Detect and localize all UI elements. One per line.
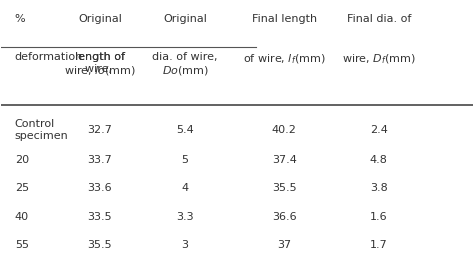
Text: 25: 25	[15, 183, 29, 193]
Text: 1.7: 1.7	[370, 240, 388, 250]
Text: 5.4: 5.4	[176, 125, 194, 135]
Text: Original: Original	[163, 14, 207, 24]
Text: 3.3: 3.3	[176, 212, 194, 222]
Text: 1.6: 1.6	[370, 212, 388, 222]
Text: 35.5: 35.5	[272, 183, 297, 193]
Text: 40.2: 40.2	[272, 125, 297, 135]
Text: of wire, $\it{l_f}$(mm): of wire, $\it{l_f}$(mm)	[243, 53, 326, 66]
Text: Original: Original	[78, 14, 122, 24]
Text: wire, $\it{D_f}$(mm): wire, $\it{D_f}$(mm)	[342, 53, 416, 66]
Text: 33.5: 33.5	[88, 212, 112, 222]
Text: 36.6: 36.6	[272, 212, 297, 222]
Text: 3.8: 3.8	[370, 183, 388, 193]
Text: 2.4: 2.4	[370, 125, 388, 135]
Text: length of
wire, $\it{lo}$(mm): length of wire, $\it{lo}$(mm)	[64, 53, 136, 77]
Text: 33.7: 33.7	[88, 155, 112, 165]
Text: dia. of wire,
$\it{Do}$(mm): dia. of wire, $\it{Do}$(mm)	[152, 53, 218, 77]
Text: 4: 4	[182, 183, 189, 193]
Text: 3: 3	[182, 240, 189, 250]
Text: 20: 20	[15, 155, 29, 165]
Text: 37: 37	[277, 240, 292, 250]
Text: Final length: Final length	[252, 14, 317, 24]
Text: 40: 40	[15, 212, 29, 222]
Text: 35.5: 35.5	[88, 240, 112, 250]
Text: 32.7: 32.7	[88, 125, 112, 135]
Text: 5: 5	[182, 155, 189, 165]
Text: length of
wire,: length of wire,	[75, 53, 125, 74]
Text: 33.6: 33.6	[88, 183, 112, 193]
Text: 37.4: 37.4	[272, 155, 297, 165]
Text: Final dia. of: Final dia. of	[346, 14, 411, 24]
Text: Control
specimen: Control specimen	[15, 119, 69, 141]
Text: deformation: deformation	[15, 53, 83, 62]
Text: 55: 55	[15, 240, 29, 250]
Text: 4.8: 4.8	[370, 155, 388, 165]
Text: %: %	[15, 14, 26, 24]
